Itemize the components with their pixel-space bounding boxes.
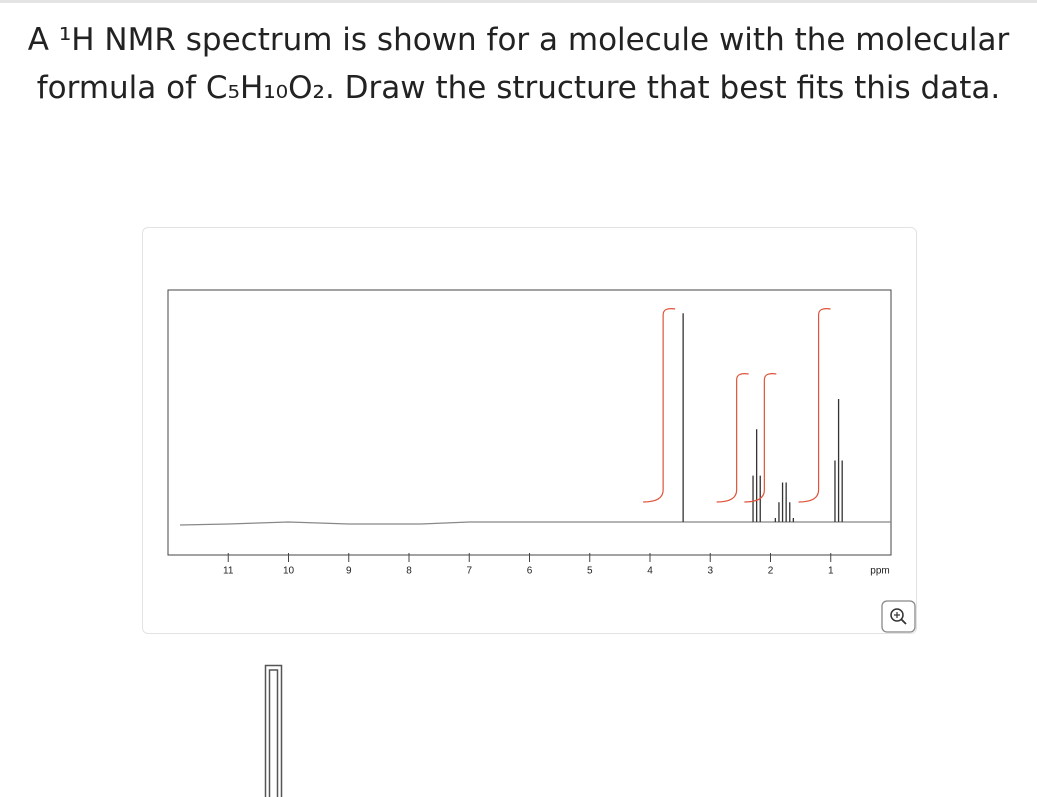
question-line: formula of C₅H₁₀O₂. Draw the structure t… <box>36 70 1001 106</box>
x-tick-label: 2 <box>768 566 774 577</box>
zoom-icon <box>900 618 907 625</box>
zoom-icon <box>890 608 904 622</box>
baseline <box>179 521 891 526</box>
drawing-tool[interactable] <box>264 664 283 797</box>
x-tick-label: 1 <box>828 566 834 577</box>
x-tick-label: 4 <box>647 566 653 577</box>
spectrum-card <box>142 227 917 634</box>
integral-curve <box>798 308 831 503</box>
x-tick-label: 8 <box>406 566 412 577</box>
integral-curve <box>744 373 777 503</box>
zoom-button-box[interactable] <box>881 600 916 633</box>
nmr-peak <box>774 482 795 522</box>
x-tick-label: 9 <box>346 566 352 577</box>
question-line: A ¹H NMR spectrum is shown for a molecul… <box>27 22 1010 58</box>
integral-curve <box>716 373 749 503</box>
x-tick-label: 10 <box>283 566 295 577</box>
x-tick-label: 6 <box>527 566 533 577</box>
x-tick-label: 11 <box>223 566 234 577</box>
x-tick-label: 5 <box>587 566 593 577</box>
x-axis-unit: ppm <box>870 566 889 577</box>
x-tick-label: 7 <box>466 566 472 577</box>
nmr-peak <box>752 429 761 522</box>
x-tick-label: 3 <box>707 566 713 577</box>
top-bar <box>0 0 1037 3</box>
nmr-peak <box>834 399 843 522</box>
zoom-button[interactable] <box>881 600 916 633</box>
integral-curve <box>643 308 676 503</box>
